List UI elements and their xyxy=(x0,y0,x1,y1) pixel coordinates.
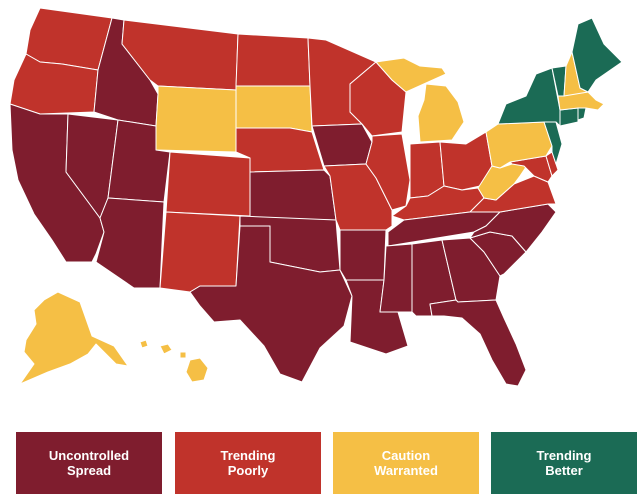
state-illinois xyxy=(365,133,411,211)
state-south-dakota xyxy=(235,85,313,133)
state-alaska xyxy=(19,291,129,385)
legend-label: Caution Warranted xyxy=(374,448,438,478)
legend-trending-poorly: Trending Poorly xyxy=(175,432,321,494)
state-arkansas xyxy=(339,229,387,281)
state-michigan-upper xyxy=(375,57,447,93)
legend-label: Trending Better xyxy=(536,448,592,478)
state-new-mexico xyxy=(159,211,241,293)
state-hawaii-islands-west xyxy=(139,339,187,359)
us-states-map xyxy=(9,7,623,387)
legend-trending-better: Trending Better xyxy=(491,432,637,494)
state-michigan xyxy=(417,83,465,143)
state-north-carolina xyxy=(469,203,557,253)
state-connecticut xyxy=(559,107,579,127)
state-delaware xyxy=(545,151,559,177)
state-north-dakota xyxy=(235,33,311,87)
legend: Uncontrolled Spread Trending Poorly Caut… xyxy=(0,432,640,494)
state-new-york xyxy=(497,67,561,127)
state-hawaii xyxy=(185,357,209,383)
state-texas xyxy=(189,225,353,383)
state-kansas xyxy=(249,169,337,221)
state-wyoming xyxy=(155,85,237,153)
state-maine xyxy=(571,17,623,93)
legend-label: Uncontrolled Spread xyxy=(48,448,130,478)
state-massachusetts xyxy=(557,91,605,111)
legend-uncontrolled-spread: Uncontrolled Spread xyxy=(16,432,162,494)
state-florida xyxy=(415,299,527,387)
state-colorado xyxy=(165,151,251,217)
legend-caution-warranted: Caution Warranted xyxy=(333,432,479,494)
state-washington xyxy=(25,7,113,71)
state-arizona xyxy=(95,197,165,289)
state-rhode-island xyxy=(577,107,587,121)
legend-label: Trending Poorly xyxy=(220,448,276,478)
